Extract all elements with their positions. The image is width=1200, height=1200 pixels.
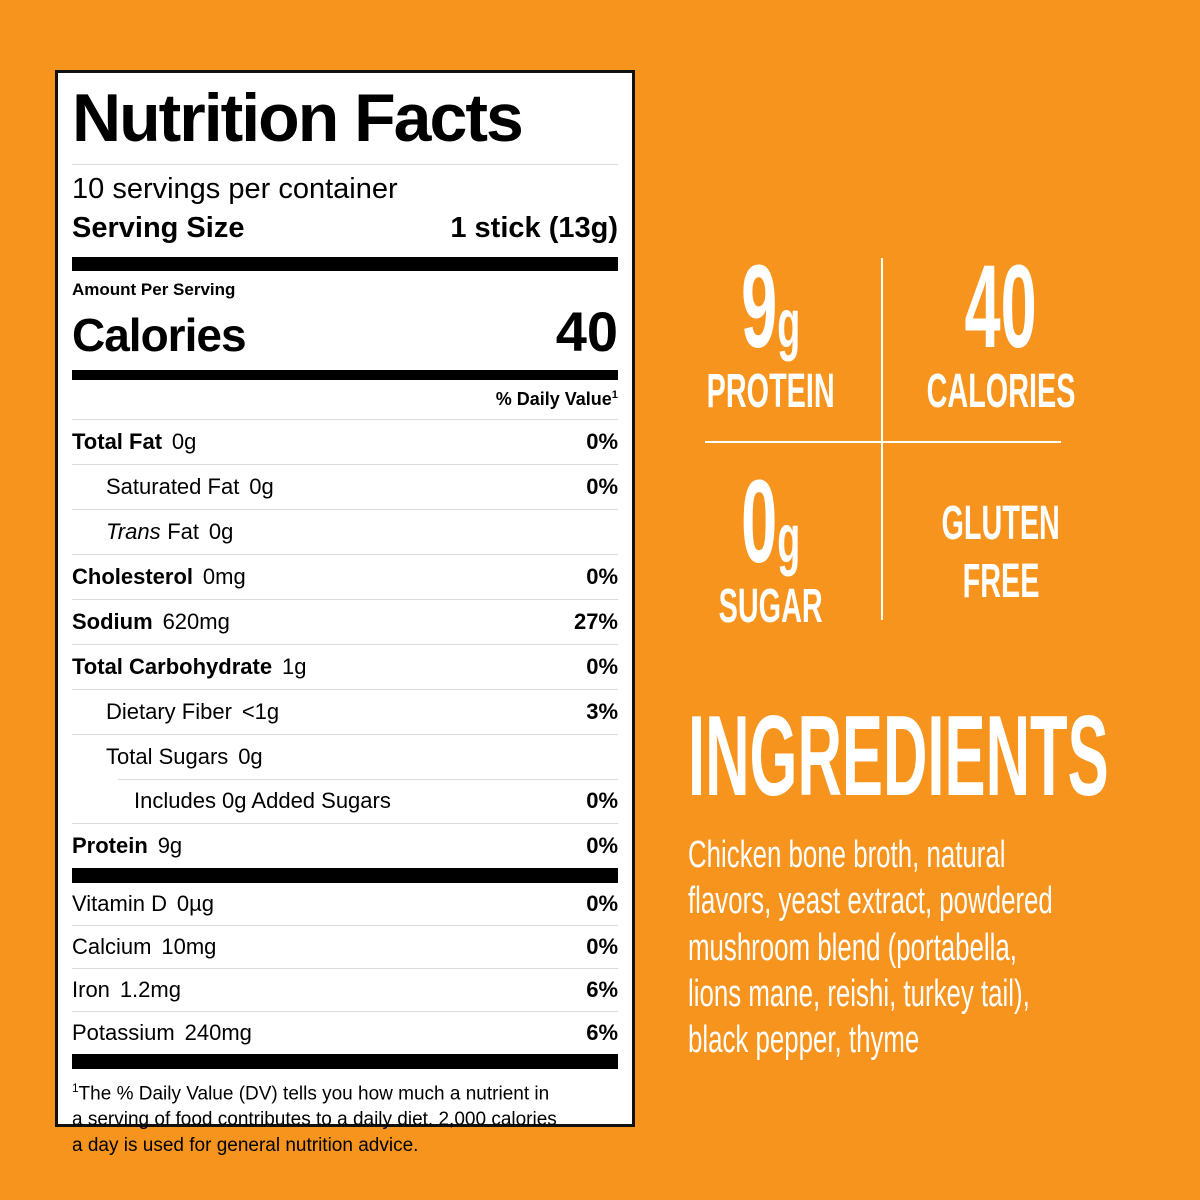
nutrient-rows: Total Fat 0g 0% Saturated Fat 0g 0% Trans F… [72, 419, 618, 868]
ingredients-list: Chicken bone broth, natural flavors, yea… [688, 834, 1053, 1062]
calories-value: 40 [555, 300, 618, 364]
stat-calories: 40 CALORIES [926, 240, 1076, 419]
serving-size-row: Serving Size 1 stick (13g) [72, 208, 618, 257]
stats-vertical-divider [881, 258, 883, 620]
section-bar [72, 1054, 618, 1070]
daily-value-header: % Daily Value1 [495, 389, 618, 410]
section-bar [72, 868, 618, 884]
nutrient-row: Sodium 620mg 27% [72, 599, 618, 644]
vitamin-row: Vitamin D 0µg 0% [72, 891, 618, 917]
serving-size-value: 1 stick (13g) [450, 212, 618, 245]
vitamin-row: Iron 1.2mg 6% [72, 968, 618, 1011]
nutrient-row: Protein 9g 0% [72, 823, 618, 868]
stat-sugar-label: SUGAR [718, 580, 824, 634]
stat-sugar: 0g SUGAR [718, 455, 824, 634]
section-bar [72, 370, 618, 381]
serving-size-label: Serving Size [72, 212, 245, 245]
stat-gluten-free: GLUTEN FREE [941, 497, 1061, 608]
highlight-stats: 9g PROTEIN 40 CALORIES 0g SUGAR GLUTEN F… [660, 230, 1120, 660]
section-bar [72, 257, 618, 272]
servings-per-container: 10 servings per container [72, 173, 398, 206]
stat-protein-label: PROTEIN [706, 365, 835, 419]
stat-protein: 9g PROTEIN [706, 240, 835, 419]
nutrient-row: Includes 0g Added Sugars 0% [72, 779, 618, 823]
vitamin-row: Potassium 240mg 6% [72, 1011, 618, 1054]
label-title: Nutrition Facts [72, 80, 524, 156]
nutrient-row: Saturated Fat 0g 0% [72, 464, 618, 509]
nutrient-row: Dietary Fiber <1g 3% [72, 689, 618, 734]
vitamin-row: Calcium 10mg 0% [72, 925, 618, 968]
calories-label: Calories [72, 309, 247, 362]
amount-per-serving: Amount Per Serving [72, 280, 236, 300]
daily-value-footnote: 1The % Daily Value (DV) tells you how mu… [72, 1082, 557, 1156]
ingredients-title: INGREDIENTS [688, 693, 1109, 820]
calories-row: Calories 40 [72, 304, 618, 370]
nutrient-row: Total Sugars 0g [72, 734, 618, 779]
nutrient-row: Cholesterol 0mg 0% [72, 554, 618, 599]
nutrient-row: Trans Fat 0g [72, 509, 618, 554]
nutrient-row: Total Fat 0g 0% [72, 419, 618, 464]
footnote-marker: 1 [72, 1082, 79, 1096]
ingredients-section: INGREDIENTS Chicken bone broth, natural … [688, 700, 1200, 1064]
vitamin-rows: Vitamin D 0µg 0% Calcium 10mg 0% Iron 1.2mg… [72, 883, 618, 1054]
stats-horizontal-divider [705, 441, 1061, 443]
stat-calories-label: CALORIES [926, 365, 1076, 419]
divider [72, 164, 618, 166]
nutrition-facts-label: Nutrition Facts 10 servings per containe… [55, 70, 635, 1156]
footnote-marker: 1 [611, 389, 618, 402]
nutrient-row: Total Carbohydrate 1g 0% [72, 644, 618, 689]
